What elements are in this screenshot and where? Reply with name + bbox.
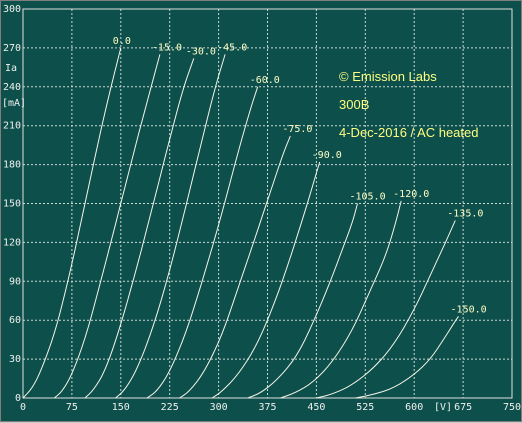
curve-vg-0.0 [22,47,122,399]
curve-label--90.0: -90.0 [312,150,342,161]
plot-border [22,8,513,399]
curve-label--75.0: -75.0 [282,124,312,135]
curve-vg--60.0 [146,86,259,399]
y-tick-label: 240 [3,82,21,93]
curve-label--105.0: -105.0 [349,192,385,203]
x-tick-label: 0 [20,402,26,413]
curve-vg--45.0 [115,54,226,399]
curve-vg--30.0 [84,58,195,399]
curve-vg--120.0 [280,200,402,399]
x-axis-ticks: 0 75 150 225 300 375 450 525 600 675 750 [20,402,521,413]
y-tick-label: 150 [3,199,21,210]
x-tick-label: 75 [66,402,78,413]
curve-vg--135.0 [316,220,456,399]
annotation-copyright: © Emission Labs [339,69,437,84]
curve-label--120.0: -120.0 [393,189,429,200]
curve-label-0.0: 0.0 [113,36,131,47]
x-axis-label: [V] [434,402,452,413]
y-tick-label: 120 [3,237,21,248]
y-axis-label-unit: [mA] [2,98,26,109]
y-tick-label: 270 [3,43,21,54]
y-axis-label-name: Ia [5,63,17,74]
x-tick-label: 450 [307,402,325,413]
x-tick-label: 600 [405,402,423,413]
curve-vg--75.0 [179,135,291,399]
curve-label--30.0: -30.0 [186,46,216,57]
annotation-tube-type: 300B [339,97,369,112]
curve-vg--15.0 [53,54,161,399]
annotation-date-heating: 4-Dec-2016 / AC heated [339,125,478,140]
y-axis-ticks: 0 30 60 90 120 150 180 210 240 270 300 [3,4,21,404]
y-tick-label: 180 [3,160,21,171]
x-tick-label: 525 [356,402,374,413]
curve-label--60.0: -60.0 [250,75,280,86]
curve-label--150.0: -150.0 [451,304,487,315]
curves [22,47,459,399]
x-tick-label: 750 [503,402,521,413]
y-tick-label: 300 [3,4,21,15]
curve-vg--90.0 [211,161,321,399]
grid [23,9,512,398]
curve-label--15.0: -15.0 [152,42,182,53]
curve-vg--105.0 [247,203,358,399]
x-tick-label: 675 [454,402,472,413]
y-tick-label: 60 [9,315,21,326]
curve-vg--150.0 [355,316,459,399]
curve-labels: 0.0-15.0 -30.0 -45.0-60.0-75.0-90.0-105.0-… [113,36,487,315]
x-tick-label: 225 [161,402,179,413]
y-tick-label: 0 [15,393,21,404]
y-tick-label: 210 [3,121,21,132]
x-tick-label: 150 [112,402,130,413]
x-tick-label: 375 [258,402,276,413]
curve-label--45.0: -45.0 [217,42,247,53]
curve-label--135.0: -135.0 [447,208,483,219]
y-tick-label: 30 [9,354,21,365]
y-tick-label: 90 [9,276,21,287]
x-tick-label: 300 [210,402,228,413]
